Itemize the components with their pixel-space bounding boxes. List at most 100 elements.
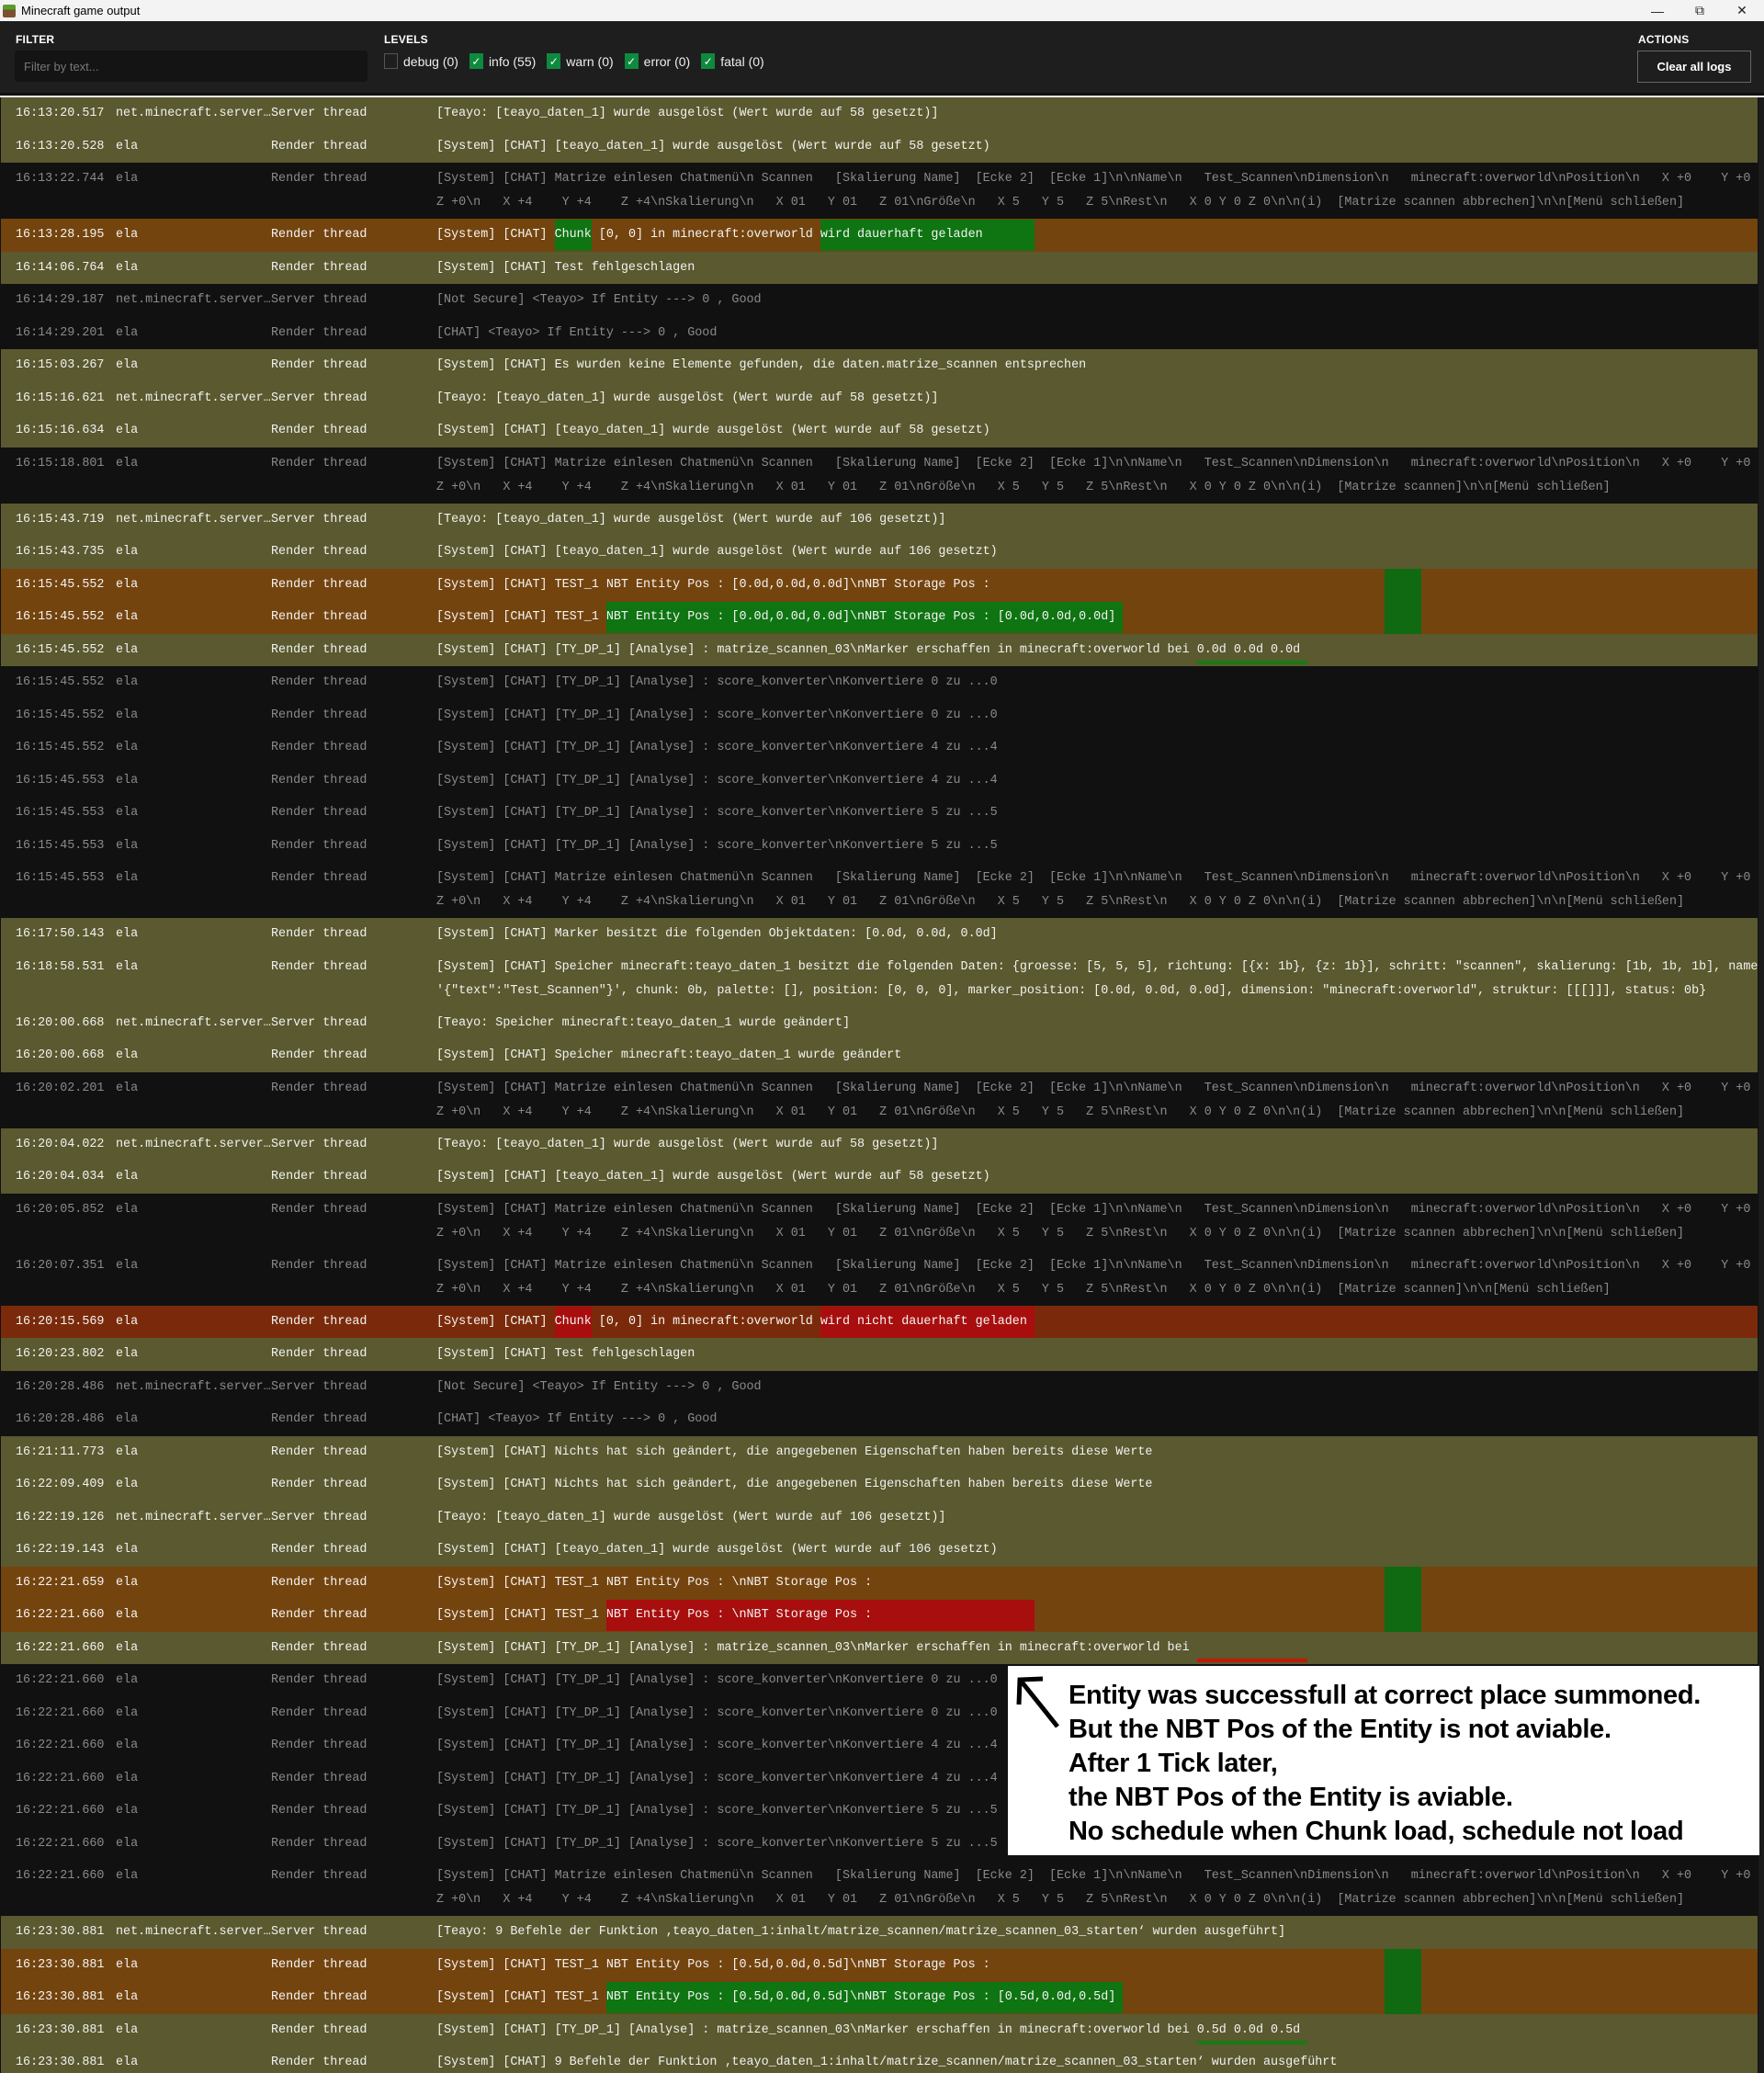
log-list[interactable]: 16:13:20.517 net.minecraft.server… Server … — [1, 97, 1758, 2073]
log-logger: net.minecraft.server… — [116, 1925, 271, 1939]
log-row[interactable]: 16:23:30.881 ela Render thread [System] [CH… — [1, 1948, 1758, 1982]
message-text: [System] [CHAT] [TY_DP_1] [Analyse] : sc… — [436, 1705, 998, 1720]
checkbox[interactable] — [384, 53, 398, 69]
log-message: [System] [CHAT] [TY_DP_1] [Analyse] : ma… — [436, 642, 1308, 667]
log-row[interactable]: 16:20:05.852 ela Render thread [System] [CH… — [1, 1193, 1758, 1251]
log-row[interactable]: 16:22:21.660 ela Render thread [System] [CH… — [1, 1860, 1758, 1916]
log-row[interactable]: 16:23:30.881 net.minecraft.server… Server … — [1, 1916, 1758, 1949]
level-info[interactable]: ✓ info (55) — [469, 53, 536, 69]
log-row[interactable]: 16:14:06.764 ela Render thread [System] [CH… — [1, 251, 1758, 284]
highlight-marker — [1385, 1599, 1421, 1632]
filter-input[interactable] — [15, 51, 368, 82]
checkbox[interactable]: ✓ — [624, 53, 639, 69]
checkbox[interactable]: ✓ — [469, 53, 483, 69]
log-time: 16:15:18.801 — [16, 456, 105, 470]
log-row[interactable]: 16:15:45.553 ela Render thread [System] [CH… — [1, 862, 1758, 918]
level-error[interactable]: ✓ error (0) — [624, 53, 690, 69]
log-row[interactable]: 16:15:45.553 ela Render thread [System] [CH… — [1, 764, 1758, 797]
log-thread: Server thread — [271, 1925, 368, 1939]
log-row[interactable]: 16:22:19.143 ela Render thread [System] [CH… — [1, 1534, 1758, 1567]
log-row[interactable]: 16:13:20.517 net.minecraft.server… Server … — [1, 97, 1758, 130]
log-row[interactable]: 16:22:21.660 ela Render thread [System] [CH… — [1, 1599, 1758, 1632]
checkbox[interactable]: ✓ — [701, 53, 716, 69]
log-row[interactable]: 16:15:16.634 ela Render thread [System] [CH… — [1, 414, 1758, 447]
log-row[interactable]: 16:15:45.553 ela Render thread [System] [CH… — [1, 829, 1758, 862]
checkbox[interactable]: ✓ — [547, 53, 561, 69]
log-row[interactable]: 16:20:28.486 ela Render thread [CHAT] <Teay… — [1, 1403, 1758, 1436]
log-row[interactable]: 16:15:45.552 ela Render thread [System] [CH… — [1, 568, 1758, 601]
log-time: 16:23:30.881 — [16, 1925, 105, 1939]
log-time: 16:15:45.552 — [16, 577, 105, 592]
log-message: [System] [CHAT] [teayo_daten_1] wurde au… — [436, 424, 990, 447]
minimize-button[interactable]: — — [1651, 3, 1664, 18]
log-row[interactable]: 16:14:29.187 net.minecraft.server… Server … — [1, 284, 1758, 317]
message-text: [System] [CHAT] [teayo_daten_1] wurde au… — [436, 139, 990, 153]
message-line: [System] [CHAT] Chunk [0, 0] in minecraf… — [436, 1306, 1035, 1339]
log-row[interactable]: 16:23:30.881 ela Render thread [System] [CH… — [1, 2013, 1758, 2046]
log-row[interactable]: 16:20:04.022 net.minecraft.server… Server … — [1, 1127, 1758, 1161]
log-time: 16:22:21.660 — [16, 1673, 105, 1687]
level-debug[interactable]: debug (0) — [384, 53, 458, 69]
close-button[interactable]: ✕ — [1736, 3, 1747, 17]
log-row[interactable]: 16:22:21.659 ela Render thread [System] [CH… — [1, 1566, 1758, 1599]
level-fatal[interactable]: ✓ fatal (0) — [701, 53, 764, 69]
log-thread: Render thread — [271, 456, 368, 470]
log-row[interactable]: 16:15:45.553 ela Render thread [System] [CH… — [1, 797, 1758, 830]
log-row[interactable]: 16:13:22.744 ela Render thread [System] [CH… — [1, 163, 1758, 219]
log-row[interactable]: 16:15:45.552 ela Render thread [System] [CH… — [1, 601, 1758, 634]
log-row[interactable]: 16:20:23.802 ela Render thread [System] [CH… — [1, 1338, 1758, 1371]
message-line: Z +0\n X +4 Y +4 Z +4\nSkalierung\n X 01… — [436, 1227, 1750, 1251]
log-message: [System] [CHAT] Matrize einlesen Chatmen… — [436, 1869, 1750, 1917]
restore-button[interactable]: ⧉ — [1695, 3, 1704, 17]
log-row[interactable]: 16:15:45.552 ela Render thread [System] [CH… — [1, 633, 1758, 667]
log-row[interactable]: 16:22:09.409 ela Render thread [System] [CH… — [1, 1468, 1758, 1501]
log-row[interactable]: 16:17:50.143 ela Render thread [System] [CH… — [1, 918, 1758, 951]
log-row[interactable]: 16:22:21.660 ela Render thread [System] [CH… — [1, 1631, 1758, 1664]
log-row[interactable]: 16:15:43.735 ela Render thread [System] [CH… — [1, 536, 1758, 569]
scrollbar[interactable] — [1758, 97, 1764, 2073]
log-row[interactable]: 16:15:45.552 ela Render thread [System] [CH… — [1, 666, 1758, 699]
log-row[interactable]: 16:20:00.668 ela Render thread [System] [CH… — [1, 1039, 1758, 1072]
log-row[interactable]: 16:21:11.773 ela Render thread [System] [CH… — [1, 1435, 1758, 1468]
log-time: 16:15:45.552 — [16, 675, 105, 689]
log-row[interactable]: 16:13:28.195 ela Render thread [System] [CH… — [1, 219, 1758, 252]
log-row[interactable]: 16:20:07.351 ela Render thread [System] [CH… — [1, 1249, 1758, 1306]
log-row[interactable]: 16:20:28.486 net.minecraft.server… Server … — [1, 1370, 1758, 1404]
message-text: [System] [CHAT] [teayo_daten_1] wurde au… — [436, 1543, 998, 1557]
log-row[interactable]: 16:22:19.126 net.minecraft.server… Server … — [1, 1501, 1758, 1534]
clear-all-logs-button[interactable]: Clear all logs — [1637, 51, 1751, 83]
log-thread: Render thread — [271, 2022, 368, 2037]
log-time: 16:20:23.802 — [16, 1347, 105, 1361]
level-warn[interactable]: ✓ warn (0) — [547, 53, 614, 69]
underlined-text: 0.5d 0.0d 0.5d — [1196, 2022, 1308, 2045]
log-row[interactable]: 16:14:29.201 ela Render thread [CHAT] <Teay… — [1, 316, 1758, 349]
message-text: [System] [CHAT] [TY_DP_1] [Analyse] : sc… — [436, 1771, 998, 1785]
log-row[interactable]: 16:23:30.881 ela Render thread [System] [CH… — [1, 1981, 1758, 2014]
log-row[interactable]: 16:20:04.034 ela Render thread [System] [CH… — [1, 1161, 1758, 1194]
message-line: [Not Secure] <Teayo> If Entity ---> 0 , … — [436, 1380, 762, 1404]
log-row[interactable]: 16:15:45.552 ela Render thread [System] [CH… — [1, 731, 1758, 765]
log-row[interactable]: 16:18:58.531 ela Render thread [System] [CH… — [1, 950, 1758, 1007]
title-bar: Minecraft game output — ⧉ ✕ — [0, 0, 1764, 21]
message-line: [CHAT] <Teayo> If Entity ---> 0 , Good — [436, 1412, 717, 1436]
log-row[interactable]: 16:15:45.552 ela Render thread [System] [CH… — [1, 698, 1758, 731]
log-thread: Render thread — [271, 1869, 368, 1883]
underlined-text: 0.0d 0.0d 0.0d — [1196, 642, 1308, 664]
log-row[interactable]: 16:15:03.267 ela Render thread [System] [CH… — [1, 349, 1758, 382]
log-logger: ela — [116, 1444, 139, 1459]
log-message: [System] [CHAT] Marker besitzt die folge… — [436, 927, 998, 951]
log-thread: Render thread — [271, 610, 368, 624]
log-row[interactable]: 16:15:16.621 net.minecraft.server… Server … — [1, 381, 1758, 414]
log-row[interactable]: 16:23:30.881 ela Render thread [System] [CH… — [1, 2046, 1758, 2073]
log-time: 16:15:45.553 — [16, 773, 105, 787]
message-text: [Teayo: [teayo_daten_1] wurde ausgelöst … — [436, 1510, 946, 1524]
log-row[interactable]: 16:20:00.668 net.minecraft.server… Server … — [1, 1006, 1758, 1039]
log-row[interactable]: 16:15:43.719 net.minecraft.server… Server … — [1, 503, 1758, 536]
log-row[interactable]: 16:15:18.801 ela Render thread [System] [CH… — [1, 447, 1758, 504]
log-logger: ela — [116, 577, 139, 592]
log-row[interactable]: 16:13:20.528 ela Render thread [System] [CH… — [1, 130, 1758, 163]
log-logger: ela — [116, 773, 139, 787]
log-message: [System] [CHAT] TEST_1 NBT Entity Pos : … — [436, 1958, 990, 1982]
log-row[interactable]: 16:20:15.569 ela Render thread [System] [CH… — [1, 1305, 1758, 1339]
log-row[interactable]: 16:20:02.201 ela Render thread [System] [CH… — [1, 1071, 1758, 1128]
